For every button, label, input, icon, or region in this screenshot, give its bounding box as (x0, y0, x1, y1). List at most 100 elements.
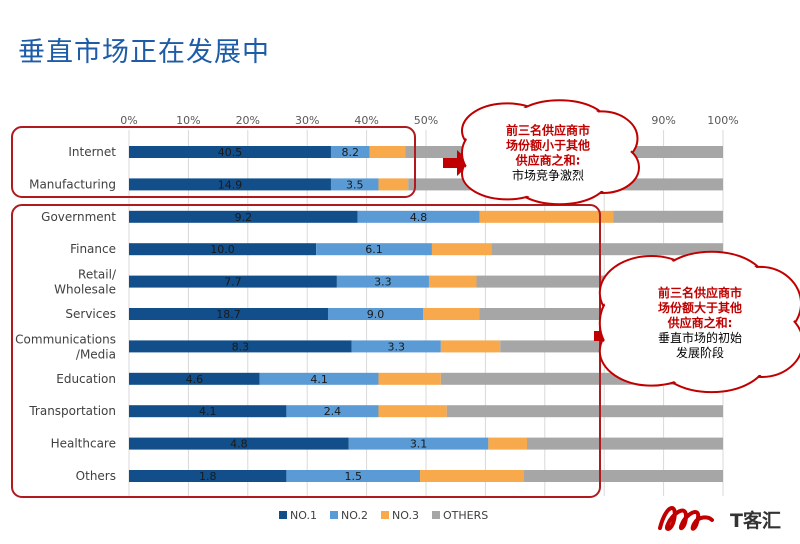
bar-no1-segment (129, 210, 358, 223)
bar-others-segment (524, 470, 723, 482)
category-label: Others (76, 469, 116, 483)
data-label: 2.4 (324, 405, 342, 418)
bar-no3-segment (378, 405, 447, 418)
x-tick-label: 40% (354, 114, 378, 127)
bar-no2-segment (327, 308, 424, 320)
data-label: 4.6 (186, 373, 204, 386)
x-tick-label: 50% (414, 114, 438, 127)
bar-no3-segment (431, 243, 492, 256)
bar-no1-segment (129, 405, 287, 418)
category-label: Transportation (28, 404, 116, 418)
bar-no2-segment (316, 243, 432, 256)
bar-no3-segment (488, 437, 527, 450)
legend-swatch (381, 511, 389, 519)
callout-line: 供应商之和: (667, 315, 733, 330)
legend-label: OTHERS (443, 509, 488, 522)
bar-no3-segment (378, 372, 441, 385)
bar-no1-segment (129, 340, 352, 353)
data-label: 4.8 (410, 211, 428, 224)
bar-others-segment (613, 210, 723, 223)
bar-others-segment (526, 437, 723, 450)
x-tick-label: 20% (236, 114, 260, 127)
callout-line: 场份额大于其他 (658, 300, 742, 315)
bar-no1-segment (129, 146, 331, 158)
bar-no2-segment (286, 470, 421, 482)
bar-no2-segment (357, 210, 480, 223)
data-label: 6.1 (365, 243, 383, 256)
bar-no2-segment (351, 340, 441, 353)
bar-no1-segment (129, 275, 337, 288)
category-label: Communications/Media (15, 332, 116, 361)
bar-no2-segment (330, 146, 370, 158)
bar-no3-segment (378, 178, 409, 191)
data-label: 4.1 (310, 373, 328, 386)
bar-others-segment (491, 243, 723, 256)
data-label: 4.8 (230, 438, 248, 451)
bar-no3-segment (479, 210, 614, 223)
logo-swirl-icon (658, 506, 714, 531)
data-label: 1.5 (344, 470, 362, 483)
bar-no1-segment (129, 243, 317, 256)
data-label: 9.2 (235, 211, 253, 224)
callout-line: 市场竞争激烈 (512, 168, 584, 183)
callout-line: 场份额小于其他 (506, 138, 590, 153)
x-tick-label: 90% (651, 114, 675, 127)
bar-no3-segment (428, 275, 477, 288)
category-label: Internet (68, 145, 116, 159)
x-tick-label: 100% (707, 114, 738, 127)
data-label: 10.0 (210, 243, 235, 256)
bar-others-segment (446, 405, 723, 418)
legend: NO.1 NO.2 NO.3 OTHERS (279, 509, 488, 522)
highlight-box-top (11, 126, 416, 198)
bar-no3-segment (369, 146, 406, 158)
bar-no1-segment (129, 372, 260, 385)
data-label: 8.3 (232, 340, 250, 353)
data-label: 7.7 (224, 276, 242, 289)
category-label: Healthcare (51, 437, 116, 451)
legend-swatch (330, 511, 338, 519)
bar-no1-segment (129, 308, 328, 320)
data-label: 18.7 (216, 308, 241, 321)
callout-line: 前三名供应商市 (506, 123, 590, 138)
callout-line: 供应商之和: (515, 153, 581, 168)
brand-logo: T客汇 (658, 506, 781, 532)
legend-label: NO.2 (341, 509, 368, 522)
data-label: 4.1 (199, 405, 217, 418)
bar-no3-segment (423, 308, 480, 320)
category-labels: Internet Manufacturing Government Finance Re… (15, 145, 117, 483)
x-tick-labels: 0%10%20%30%40%50%60%70%80%90%100% (120, 114, 738, 127)
bar-no2-segment (336, 275, 429, 288)
legend-swatch (279, 511, 287, 519)
bar-no3-segment (420, 470, 525, 482)
data-label: 40.5 (218, 146, 243, 159)
bar-no1-segment (129, 437, 349, 450)
data-label: 9.0 (367, 308, 385, 321)
bar-no3-segment (440, 340, 501, 353)
category-label: Finance (70, 242, 116, 256)
bar-no2-segment (348, 437, 489, 450)
page-title: 垂直市场正在发展中 (18, 37, 270, 68)
legend-label: NO.1 (290, 509, 317, 522)
cloud-core (489, 121, 615, 185)
callouts: 前三名供应商市场份额小于其他供应商之和:市场竞争激烈前三名供应商市场份额大于其他… (443, 99, 800, 394)
data-label: 3.1 (410, 438, 428, 451)
legend-swatch (432, 511, 440, 519)
category-label: Manufacturing (29, 177, 116, 191)
data-label: 14.9 (218, 178, 243, 191)
cloud-core (630, 279, 776, 367)
bar-no1-segment (129, 178, 331, 191)
bar-no1-segment (129, 470, 287, 482)
category-label: Retail/Wholesale (54, 268, 117, 297)
x-tick-label: 10% (176, 114, 200, 127)
bar-no2-segment (286, 405, 379, 418)
category-label: Government (41, 210, 116, 224)
data-label: 3.3 (374, 276, 392, 289)
bar-no2-segment (330, 178, 379, 191)
callout-line: 发展阶段 (676, 345, 724, 360)
callout-line: 垂直市场的初始 (658, 330, 742, 345)
category-label: Education (56, 372, 116, 386)
logo-text: T客汇 (730, 509, 781, 532)
